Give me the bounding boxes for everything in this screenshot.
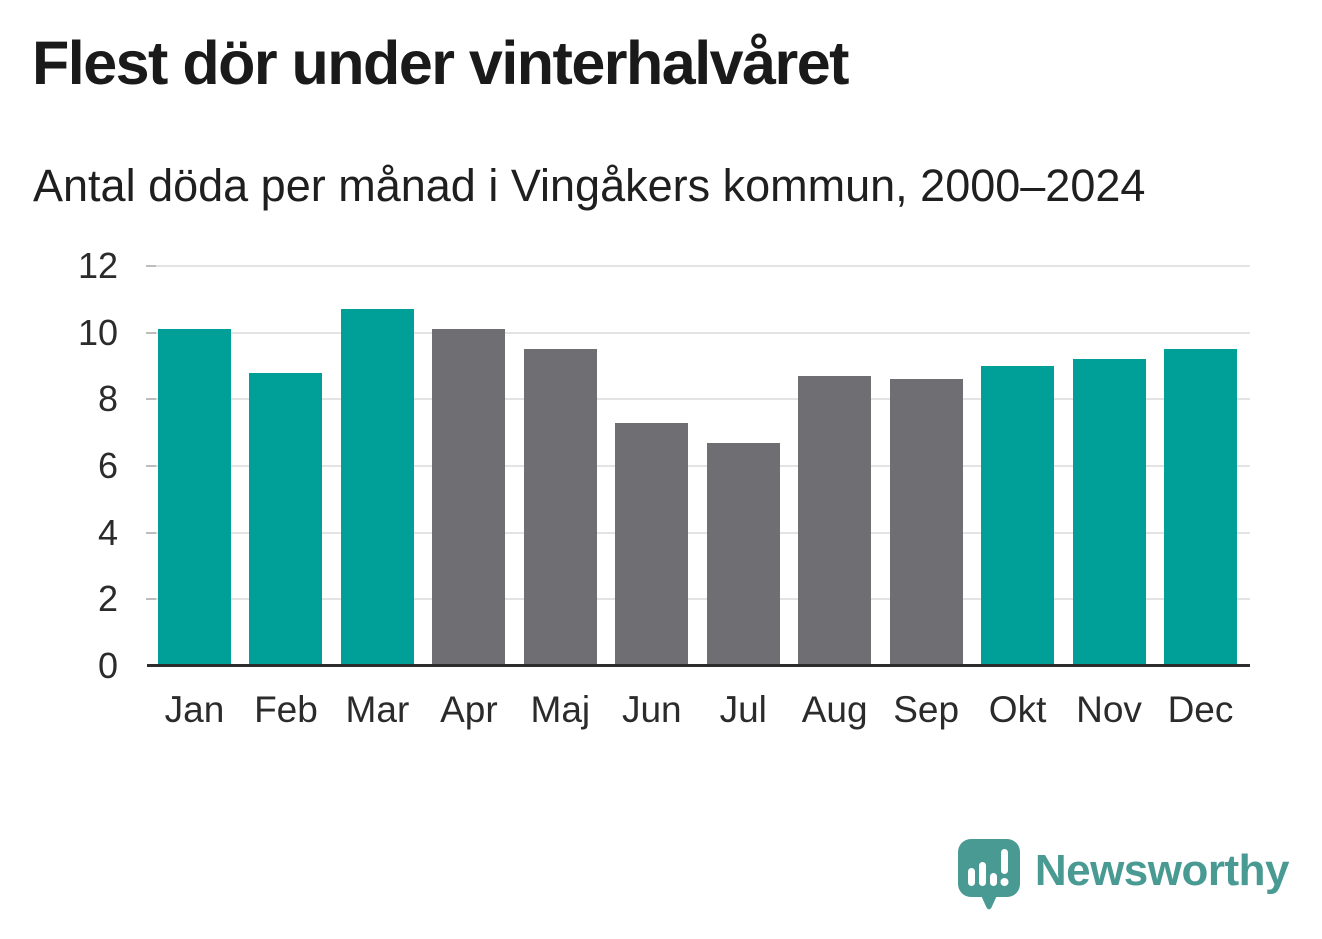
y-axis-label-0: 0 <box>97 645 118 686</box>
x-axis-label-apr: Apr <box>440 689 498 730</box>
x-axis-label-feb: Feb <box>254 689 318 730</box>
newsworthy-speech-bubble-bar-chart-icon <box>957 839 1020 913</box>
bar-maj <box>523 349 597 666</box>
gridline-8 <box>147 398 1250 401</box>
bar-column-jan: Jan <box>158 266 231 728</box>
gridline-12 <box>147 265 1250 267</box>
gridline-4 <box>147 531 1250 534</box>
bar-column-sep: Sep <box>889 266 963 728</box>
brand-name: Newsworthy <box>1034 846 1290 895</box>
bar-column-okt: Okt <box>981 266 1055 728</box>
y-axis-label-2: 2 <box>97 578 118 620</box>
bar-column-nov: Nov <box>1072 266 1146 728</box>
bar-column-jul: Jul <box>706 266 780 728</box>
x-axis-label-nov: Nov <box>1076 689 1142 730</box>
gridline-10 <box>147 331 1250 334</box>
y-tick-8 <box>146 398 156 401</box>
bar-column-jun: Jun <box>615 266 689 728</box>
y-axis-label-10: 10 <box>77 311 118 353</box>
bar-column-feb: Feb <box>249 266 323 728</box>
bar-jan <box>158 329 231 666</box>
bar-jun <box>615 422 689 666</box>
chart-title: Flest dör under vinterhalvåret <box>32 29 850 97</box>
gridline-2 <box>147 598 1250 601</box>
newsworthy-logo: Newsworthy <box>957 839 1290 913</box>
y-axis-label-12: 12 <box>77 245 118 286</box>
bar-dec <box>1163 349 1237 666</box>
bar-jul <box>706 442 780 666</box>
bar-nov <box>1072 359 1146 666</box>
bar-column-dec: Dec <box>1163 266 1237 728</box>
bar-mar <box>340 309 414 666</box>
x-axis-label-mar: Mar <box>345 689 410 730</box>
plot-area: 0 2 4 6 8 10 12 Jan Feb Mar Apr Maj Jun Jul Aug Sep Okt N… <box>78 248 1250 728</box>
x-axis-label-jun: Jun <box>621 689 682 730</box>
bar-column-maj: Maj <box>523 266 597 728</box>
y-tick-6 <box>146 465 156 467</box>
bar-aug <box>798 376 872 666</box>
bars-container: Jan Feb Mar Apr Maj Jun Jul Aug Sep Okt Nov Dec <box>147 266 1250 728</box>
x-axis-label-sep: Sep <box>893 689 960 730</box>
x-axis-label-jul: Jul <box>719 689 767 730</box>
y-tick-4 <box>146 531 156 534</box>
x-axis-label-jan: Jan <box>164 689 225 730</box>
x-axis-label-aug: Aug <box>801 689 868 730</box>
y-axis-label-6: 6 <box>97 445 118 486</box>
y-tick-10 <box>146 331 156 334</box>
y-axis-label-8: 8 <box>97 378 118 420</box>
bar-apr <box>432 329 506 666</box>
chart-subtitle: Antal döda per månad i Vingåkers kommun,… <box>33 160 1146 211</box>
bar-column-apr: Apr <box>432 266 506 728</box>
gridline-6 <box>147 465 1250 467</box>
bar-okt <box>981 366 1055 666</box>
x-axis-line <box>147 664 1250 667</box>
bar-column-mar: Mar <box>340 266 414 728</box>
bar-feb <box>249 372 323 666</box>
x-axis-label-maj: Maj <box>530 689 591 730</box>
y-tick-12 <box>146 265 156 267</box>
x-axis-label-okt: Okt <box>988 689 1047 730</box>
y-tick-2 <box>146 598 156 601</box>
bar-column-aug: Aug <box>798 266 872 728</box>
y-axis-label-4: 4 <box>97 511 118 553</box>
x-axis-label-dec: Dec <box>1167 689 1234 730</box>
bar-sep <box>889 379 963 666</box>
